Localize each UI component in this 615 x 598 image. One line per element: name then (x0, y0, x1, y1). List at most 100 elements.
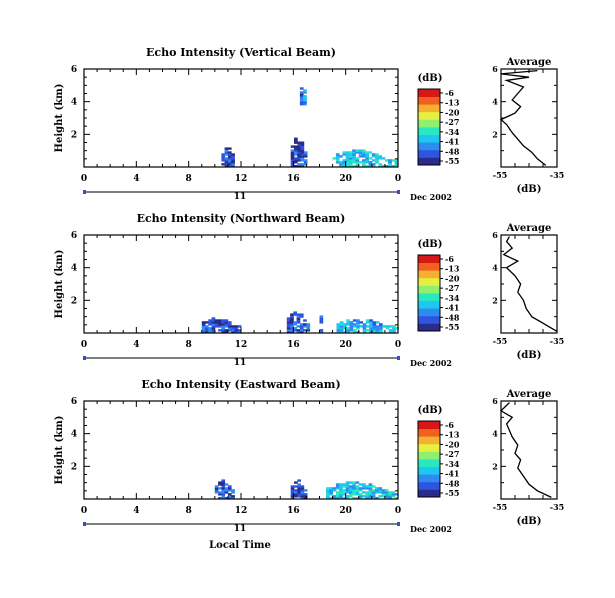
colorbar-segment (418, 443, 440, 452)
echo-cell (299, 329, 304, 332)
x-tick-label: 16 (287, 340, 300, 350)
echo-cell (345, 163, 350, 166)
echo-cell (379, 331, 383, 334)
echo-cell (201, 329, 206, 332)
echo-cell (358, 149, 363, 152)
colorbar-segment (418, 466, 440, 475)
echo-cell (201, 331, 206, 334)
echo-cell (355, 497, 360, 500)
echo-cell (345, 483, 350, 486)
echo-cell (362, 325, 367, 328)
colorbar-segment (418, 421, 440, 429)
echo-region-2-2 (286, 311, 311, 334)
heatmap-ylabel-3: Height (km) (54, 416, 65, 485)
echo-cell (297, 489, 301, 492)
echo-cell (352, 153, 356, 156)
echo-cell (211, 329, 216, 332)
echo-cell (329, 489, 333, 492)
echo-cell (286, 329, 291, 332)
echo-cell (306, 329, 311, 332)
echo-cell (375, 159, 379, 162)
echo-cell (369, 331, 373, 334)
echo-cell (290, 495, 295, 498)
echo-cell (300, 163, 305, 166)
echo-cell (362, 149, 366, 152)
echo-cell (224, 329, 229, 332)
echo-cell (355, 481, 360, 484)
echo-cell (214, 323, 219, 326)
heatmap-title-1: Echo Intensity (Vertical Beam) (146, 46, 336, 59)
echo-cell (237, 331, 242, 334)
echo-cell (297, 149, 301, 152)
echo-cell (290, 321, 294, 324)
profile-x-tick-label: -35 (550, 170, 564, 180)
x-tick-label: 16 (287, 506, 300, 516)
echo-cell (234, 325, 239, 328)
echo-cell (290, 315, 294, 318)
echo-cell (385, 327, 390, 330)
echo-cell (326, 495, 330, 498)
x-tick-label: 20 (339, 174, 352, 184)
echo-cell (371, 159, 376, 162)
echo-cell (227, 495, 232, 498)
echo-cell (303, 99, 307, 102)
echo-cell (358, 483, 363, 486)
colorbar-tick-label: -27 (445, 283, 459, 293)
echo-cell (394, 161, 399, 164)
echo-cell (349, 323, 354, 326)
echo-cell (345, 495, 350, 498)
echo-cell (290, 153, 295, 156)
echo-cell (336, 325, 341, 328)
echo-cell (375, 327, 380, 330)
echo-cell (224, 149, 229, 152)
echo-cell (297, 155, 301, 158)
echo-cell (221, 321, 226, 324)
echo-cell (362, 483, 366, 486)
echo-cell (293, 329, 297, 332)
echo-cell (369, 327, 373, 330)
profile-y-tick-label: 6 (492, 64, 498, 74)
echo-cell (296, 317, 301, 320)
echo-cell (227, 157, 232, 160)
echo-cell (371, 489, 376, 492)
colorbar-tick-label: -13 (445, 98, 460, 108)
echo-cell (290, 165, 295, 168)
echo-cell (365, 319, 370, 322)
echo-cell (303, 319, 307, 322)
echo-cell (372, 321, 377, 324)
echo-cell (221, 329, 226, 332)
echo-cell (221, 163, 226, 166)
colorbar-segment (418, 300, 440, 309)
profile-y-tick-label: 4 (492, 263, 498, 273)
echo-cell (319, 321, 324, 324)
y-tick-label: 2 (71, 130, 77, 140)
echo-cell (208, 323, 212, 326)
echo-cell (392, 325, 396, 328)
echo-cell (368, 483, 373, 486)
echo-cell (290, 157, 295, 160)
echo-cell (294, 145, 298, 148)
echo-cell (329, 497, 333, 500)
profile-x-tick-label: -35 (550, 336, 564, 346)
echo-cell (352, 493, 356, 496)
echo-cell (345, 159, 350, 162)
echo-cell (372, 331, 377, 334)
echo-cell (218, 491, 222, 494)
echo-cell (221, 481, 226, 484)
echo-cell (346, 329, 350, 332)
echo-cell (368, 487, 373, 490)
echo-cell (362, 153, 366, 156)
echo-cell (294, 161, 298, 164)
colorbar-tick-label: -20 (445, 439, 460, 449)
x-tick-label: 0 (81, 506, 87, 516)
echo-cell (345, 497, 350, 500)
echo-cell (208, 319, 212, 322)
echo-region-2-4 (336, 319, 400, 334)
echo-cell (293, 321, 297, 324)
echo-cell (224, 321, 229, 324)
echo-cell (300, 145, 305, 148)
echo-cell (293, 313, 297, 316)
echo-cell (214, 487, 219, 490)
echo-cell (218, 483, 222, 486)
echo-cell (372, 323, 377, 326)
